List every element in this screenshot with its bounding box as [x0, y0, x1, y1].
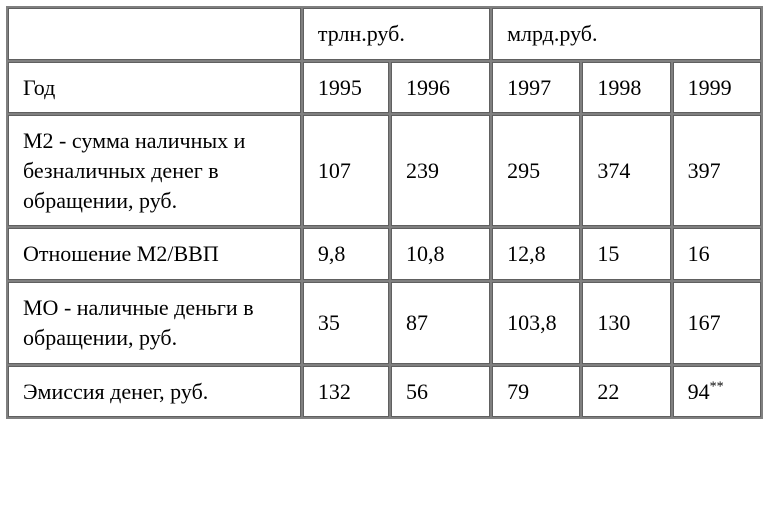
year-1997: 1997: [492, 62, 580, 114]
cell: 9,8: [303, 228, 389, 280]
cell: 15: [582, 228, 670, 280]
cell: 239: [391, 115, 490, 226]
cell: 16: [673, 228, 761, 280]
cell: 56: [391, 366, 490, 418]
cell-value: 94: [688, 379, 710, 404]
row-label: МО - наличные деньги в обращении, руб.: [8, 282, 301, 363]
row-label: Отношение М2/ВВП: [8, 228, 301, 280]
cell: 107: [303, 115, 389, 226]
row-label: М2 - сумма наличных и безналичных денег …: [8, 115, 301, 226]
cell: 132: [303, 366, 389, 418]
cell: 397: [673, 115, 761, 226]
cell: 374: [582, 115, 670, 226]
header-blank: [8, 8, 301, 60]
row-label: Эмиссия денег, руб.: [8, 366, 301, 418]
year-1998: 1998: [582, 62, 670, 114]
cell: 130: [582, 282, 670, 363]
year-row: Год 1995 1996 1997 1998 1999: [8, 62, 761, 114]
year-1995: 1995: [303, 62, 389, 114]
cell: 103,8: [492, 282, 580, 363]
cell: 167: [673, 282, 761, 363]
page: трлн.руб. млрд.руб. Год 1995 1996 1997 1…: [0, 0, 769, 512]
year-1996: 1996: [391, 62, 490, 114]
cell: 87: [391, 282, 490, 363]
cell: 12,8: [492, 228, 580, 280]
header-mlrd: млрд.руб.: [492, 8, 761, 60]
header-units-row: трлн.руб. млрд.руб.: [8, 8, 761, 60]
cell-with-sup: 94**: [673, 366, 761, 418]
cell: 22: [582, 366, 670, 418]
cell: 79: [492, 366, 580, 418]
footnote-marker: **: [710, 379, 724, 394]
year-label: Год: [8, 62, 301, 114]
cell: 10,8: [391, 228, 490, 280]
header-trln: трлн.руб.: [303, 8, 490, 60]
year-1999: 1999: [673, 62, 761, 114]
cell: 35: [303, 282, 389, 363]
table-row: Эмиссия денег, руб. 132 56 79 22 94**: [8, 366, 761, 418]
cell: 295: [492, 115, 580, 226]
money-table: трлн.руб. млрд.руб. Год 1995 1996 1997 1…: [6, 6, 763, 419]
table-row: МО - наличные деньги в обращении, руб. 3…: [8, 282, 761, 363]
table-row: Отношение М2/ВВП 9,8 10,8 12,8 15 16: [8, 228, 761, 280]
table-row: М2 - сумма наличных и безналичных денег …: [8, 115, 761, 226]
